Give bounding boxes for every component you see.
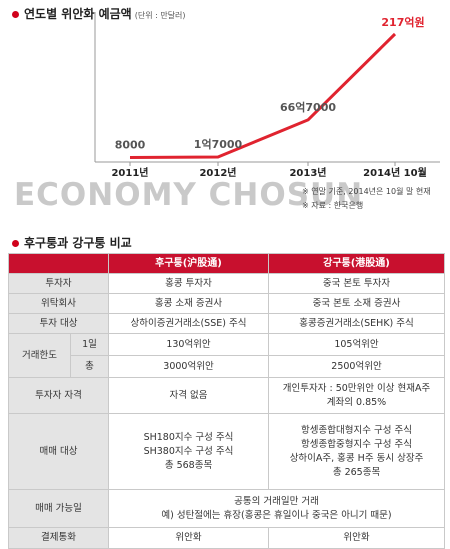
x-tick-label: 2014년 10월 — [363, 166, 427, 179]
cell: 홍콩 투자자 — [108, 273, 269, 294]
table-header-hongkong: 강구퉁(港股通) — [268, 253, 445, 274]
x-tick-label: 2013년 — [289, 166, 326, 179]
row-label: 투자 대상 — [8, 313, 109, 334]
x-tick-label: 2012년 — [199, 166, 236, 179]
cell: 상하이증권거래소(SSE) 주식 — [108, 313, 269, 334]
data-label: 8000 — [115, 139, 146, 152]
data-label: 217억원 — [381, 15, 424, 29]
chart-title: 연도별 위안화 예금액 (단위 : 만달러) — [12, 5, 186, 22]
cell: 자격 없음 — [108, 377, 269, 414]
cell-line: SH180지수 구성 주식 — [143, 431, 234, 443]
sub-row-label: 총 — [70, 355, 109, 378]
cell: 항셍종합대형지수 구성 주식 항셍종합중형지수 구성 주식 상하이A주, 홍콩 … — [268, 413, 445, 490]
row-label: 투자자 — [8, 273, 109, 294]
line-chart: 8000 2011년 1억7000 2012년 66억7000 2013년 217억원 201… — [94, 12, 440, 179]
cell-line: 예) 성탄절에는 휴장(홍콩은 휴일이나 중국은 아니기 때문) — [161, 509, 392, 521]
table-header-shanghai: 후구퉁(沪股通) — [108, 253, 269, 274]
table-row: 거래한도 1일 130억위안 105억위안 — [8, 333, 445, 378]
cell: 중국 본토 소재 증권사 — [268, 293, 445, 314]
table-row: 투자 대상 상하이증권거래소(SSE) 주식 홍콩증권거래소(SEHK) 주식 — [8, 313, 445, 334]
row-label: 투자자 자격 — [8, 377, 109, 414]
table-row: 매매 가능일 공통의 거래일만 거래 예) 성탄절에는 휴장(홍콩은 휴일이나 … — [8, 489, 445, 528]
table-row: 총 3000억위안 2500억위안 — [9, 355, 445, 378]
row-label: 거래한도 — [8, 333, 71, 378]
cell-line: 항셍종합대형지수 구성 주식 — [301, 424, 412, 436]
bullet-icon — [12, 11, 19, 18]
cell-line: 총 568종목 — [164, 459, 213, 471]
table-row: 위탁회사 홍콩 소재 증권사 중국 본토 소재 증권사 — [8, 293, 445, 314]
cell: 위안화 — [268, 527, 445, 549]
comparison-table: 후구퉁(沪股通) 강구퉁(港股通) 투자자 홍콩 투자자 중국 본토 투자자 위… — [8, 253, 445, 549]
table-title: 후구퉁과 강구퉁 비교 — [12, 234, 132, 251]
cell-line: 상하이A주, 홍콩 H주 동시 상장주 — [289, 452, 424, 464]
table-row: 매매 대상 SH180지수 구성 주식 SH380지수 구성 주식 총 568종… — [8, 413, 445, 490]
cell-line: 개인투자자 : 50만위안 이상 현재A주 — [282, 382, 431, 394]
cell: 3000억위안 — [108, 355, 269, 378]
cell: 105억위안 — [268, 333, 445, 356]
cell: 개인투자자 : 50만위안 이상 현재A주 계좌의 0.85% — [268, 377, 445, 414]
watermark: ECONOMY CHOSUN — [14, 177, 364, 213]
row-label: 결제통화 — [8, 527, 109, 549]
cell-line: 계좌의 0.85% — [326, 396, 387, 408]
chart-unit: (단위 : 만달러) — [134, 11, 186, 20]
table-row: 결제통화 위안화 위안화 — [8, 527, 445, 549]
table-header-blank — [8, 253, 109, 274]
cell: 공통의 거래일만 거래 예) 성탄절에는 휴장(홍콩은 휴일이나 중국은 아니기… — [108, 489, 445, 528]
cell: 130억위안 — [108, 333, 269, 356]
data-label: 66억7000 — [280, 101, 336, 114]
cell-line: 총 265종목 — [332, 466, 381, 478]
cell: 홍콩증권거래소(SEHK) 주식 — [268, 313, 445, 334]
x-tick-label: 2011년 — [111, 166, 148, 179]
row-label: 매매 대상 — [8, 413, 109, 490]
cell-line: SH380지수 구성 주식 — [143, 445, 234, 457]
cell: 위안화 — [108, 527, 269, 549]
note-source: ※ 자료 : 한국은행 — [302, 201, 364, 210]
sub-row-label: 1일 — [70, 333, 109, 356]
series-line — [129, 32, 397, 160]
cell-line: 공통의 거래일만 거래 — [234, 495, 319, 507]
cell: 2500억위안 — [268, 355, 445, 378]
table-row: 투자자 자격 자격 없음 개인투자자 : 50만위안 이상 현재A주 계좌의 0… — [8, 377, 445, 414]
chart-title-text: 연도별 위안화 예금액 — [24, 7, 132, 21]
cell-line: 항셍종합중형지수 구성 주식 — [301, 438, 412, 450]
cell: SH180지수 구성 주식 SH380지수 구성 주식 총 568종목 — [108, 413, 269, 490]
cell: 홍콩 소재 증권사 — [108, 293, 269, 314]
cell: 중국 본토 투자자 — [268, 273, 445, 294]
row-label: 매매 가능일 — [8, 489, 109, 528]
bullet-icon — [12, 240, 19, 247]
row-label: 위탁회사 — [8, 293, 109, 314]
table-title-text: 후구퉁과 강구퉁 비교 — [24, 236, 132, 250]
table-row: 투자자 홍콩 투자자 중국 본토 투자자 — [8, 273, 445, 294]
data-label: 1억7000 — [194, 138, 243, 151]
note-basis: ※ 연말 기준, 2014년은 10월 말 현재 — [302, 187, 431, 196]
